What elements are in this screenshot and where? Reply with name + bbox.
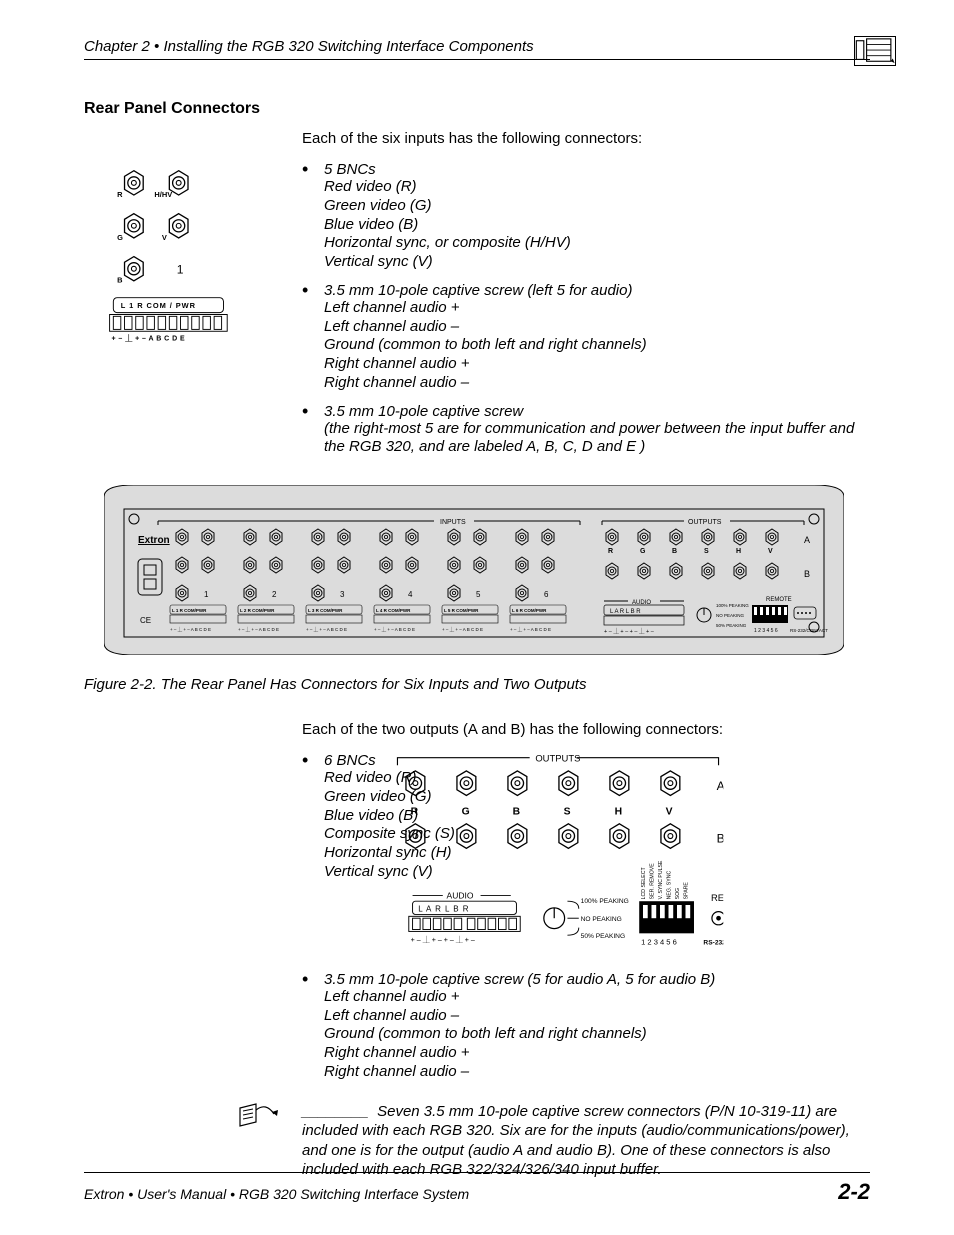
svg-text:OUTPUTS: OUTPUTS — [688, 519, 722, 526]
svg-text:LCD SELECT: LCD SELECT — [641, 866, 647, 899]
svg-text:6: 6 — [544, 590, 549, 599]
svg-text:100% PEAKING: 100% PEAKING — [581, 898, 629, 905]
svg-text:H/HV: H/HV — [154, 190, 172, 199]
svg-text:NO PEAKING: NO PEAKING — [581, 916, 622, 923]
svg-text:5: 5 — [476, 590, 481, 599]
svg-text:H: H — [615, 806, 623, 817]
input-connector-diagram: R H/HV G V B 1 L 1 R COM / PWR — [84, 161, 284, 467]
svg-text:S: S — [704, 548, 709, 555]
svg-text:L A R L B R: L A R L B R — [610, 609, 641, 615]
svg-text:50% PEAKING: 50% PEAKING — [716, 623, 747, 628]
output-connector-list-1: 6 BNCs Red video (R) Green video (G) Blu… — [302, 752, 552, 882]
figure-caption: Figure 2-2. The Rear Panel Has Connector… — [84, 676, 870, 693]
note-icon — [84, 1102, 302, 1180]
svg-text:G: G — [117, 233, 123, 242]
list-item: 3.5 mm 10-pole captive screw (left 5 for… — [302, 282, 870, 393]
svg-text:100% PEAKING: 100% PEAKING — [716, 603, 749, 608]
svg-text:1: 1 — [177, 262, 184, 276]
svg-text:H: H — [736, 548, 741, 555]
svg-text:NEG. SYNC: NEG. SYNC — [666, 871, 672, 900]
intro-text-1: Each of the six inputs has the following… — [302, 130, 870, 147]
svg-text:V. SYNC PULSE: V. SYNC PULSE — [658, 860, 664, 899]
svg-text:SOG: SOG — [675, 888, 681, 900]
intro-text-2: Each of the two outputs (A and B) has th… — [302, 721, 870, 738]
input-connector-list: 5 BNCs Red video (R) Green video (G) Blu… — [302, 161, 870, 457]
svg-text:+ – ⏊ + – A B C D E: + – ⏊ + – A B C D E — [374, 626, 415, 633]
page-number: 2-2 — [838, 1179, 870, 1205]
svg-text:50% PEAKING: 50% PEAKING — [581, 933, 625, 940]
svg-text:V: V — [666, 806, 673, 817]
svg-text:2: 2 — [272, 590, 277, 599]
svg-text:V: V — [162, 233, 167, 242]
svg-text:4: 4 — [408, 590, 413, 599]
svg-text:R: R — [117, 190, 123, 199]
svg-text:S: S — [564, 806, 571, 817]
svg-text:+ – ⏊ + – + – ⏊ + –: + – ⏊ + – + – ⏊ + – — [604, 627, 655, 635]
svg-text:INPUTS: INPUTS — [440, 519, 466, 526]
svg-text:+ – ⏊ + – A B C D E: + – ⏊ + – A B C D E — [306, 626, 347, 633]
svg-text:B: B — [672, 548, 677, 555]
svg-text:G: G — [640, 548, 646, 555]
svg-text:L 1 R COM/PWR: L 1 R COM/PWR — [172, 608, 207, 613]
svg-text:+ – ⏊ + – A B C D E: + – ⏊ + – A B C D E — [442, 626, 483, 633]
svg-text:+ – ⏊ + – A B C D E: + – ⏊ + – A B C D E — [170, 626, 211, 633]
list-item: 6 BNCs Red video (R) Green video (G) Blu… — [302, 752, 552, 882]
svg-text:B: B — [117, 276, 123, 285]
svg-text:L 6 R COM/PWR: L 6 R COM/PWR — [512, 608, 547, 613]
svg-text:RE: RE — [711, 893, 724, 904]
svg-text:L 1 R COM / PWR: L 1 R COM / PWR — [121, 301, 196, 310]
list-item: 5 BNCs Red video (R) Green video (G) Blu… — [302, 161, 870, 272]
svg-text:SPARE: SPARE — [683, 882, 689, 900]
svg-text:B: B — [804, 569, 810, 579]
chapter-header: Chapter 2 • Installing the RGB 320 Switc… — [84, 38, 870, 60]
svg-text:SER. REMOVE: SER. REMOVE — [649, 863, 655, 900]
svg-text:3: 3 — [340, 590, 345, 599]
svg-text:AUDIO: AUDIO — [447, 890, 474, 900]
page-footer: Extron • User's Manual • RGB 320 Switchi… — [84, 1172, 870, 1205]
svg-text:L 3 R COM/PWR: L 3 R COM/PWR — [308, 608, 343, 613]
svg-text:L 5 R COM/PWR: L 5 R COM/PWR — [444, 608, 479, 613]
svg-text:RS-232/CONTACT: RS-232/CONTACT — [790, 628, 828, 633]
section-title: Rear Panel Connectors — [84, 100, 870, 118]
svg-text:+ – ⏊ + – A B C D E: + – ⏊ + – A B C D E — [510, 626, 551, 633]
svg-text:+ – ⏊ + – A B C D E: + – ⏊ + – A B C D E — [111, 334, 185, 343]
output-connector-list-2: 3.5 mm 10-pole captive screw (5 for audi… — [302, 971, 870, 1082]
corner-page-icon — [854, 36, 896, 66]
svg-text:NO PEAKING: NO PEAKING — [716, 613, 745, 618]
svg-text:1: 1 — [204, 590, 209, 599]
svg-text:A: A — [804, 535, 810, 545]
note-text: ________ Seven 3.5 mm 10-pole captive sc… — [302, 1102, 870, 1180]
svg-text:L 4 R COM/PWR: L 4 R COM/PWR — [376, 608, 411, 613]
svg-text:Extron: Extron — [138, 535, 170, 546]
svg-text:R: R — [608, 548, 613, 555]
svg-text:RS-232: RS-232 — [703, 940, 726, 947]
svg-text:CE: CE — [140, 616, 151, 625]
rear-panel-diagram: INPUTS OUTPUTS Extron 1 L 1 R COM/PWR + – … — [104, 485, 844, 660]
list-item: 3.5 mm 10-pole captive screw (the right-… — [302, 403, 870, 458]
svg-text:+ – ⏊ + – A B C D E: + – ⏊ + – A B C D E — [238, 626, 279, 633]
svg-text:L A R L B R: L A R L B R — [418, 905, 469, 914]
footer-text: Extron • User's Manual • RGB 320 Switchi… — [84, 1186, 469, 1202]
svg-text:1 2 3 4 5 6: 1 2 3 4 5 6 — [641, 938, 677, 947]
svg-text:L 2 R COM/PWR: L 2 R COM/PWR — [240, 608, 275, 613]
svg-text:REMOTE: REMOTE — [766, 597, 792, 603]
list-item: 3.5 mm 10-pole captive screw (5 for audi… — [302, 971, 870, 1082]
svg-text:+ – ⏊ + – + – ⏊ + –: + – ⏊ + – + – ⏊ + – — [411, 935, 475, 944]
svg-text:V: V — [768, 548, 773, 555]
svg-text:1 2 3 4 5 6: 1 2 3 4 5 6 — [754, 628, 778, 634]
